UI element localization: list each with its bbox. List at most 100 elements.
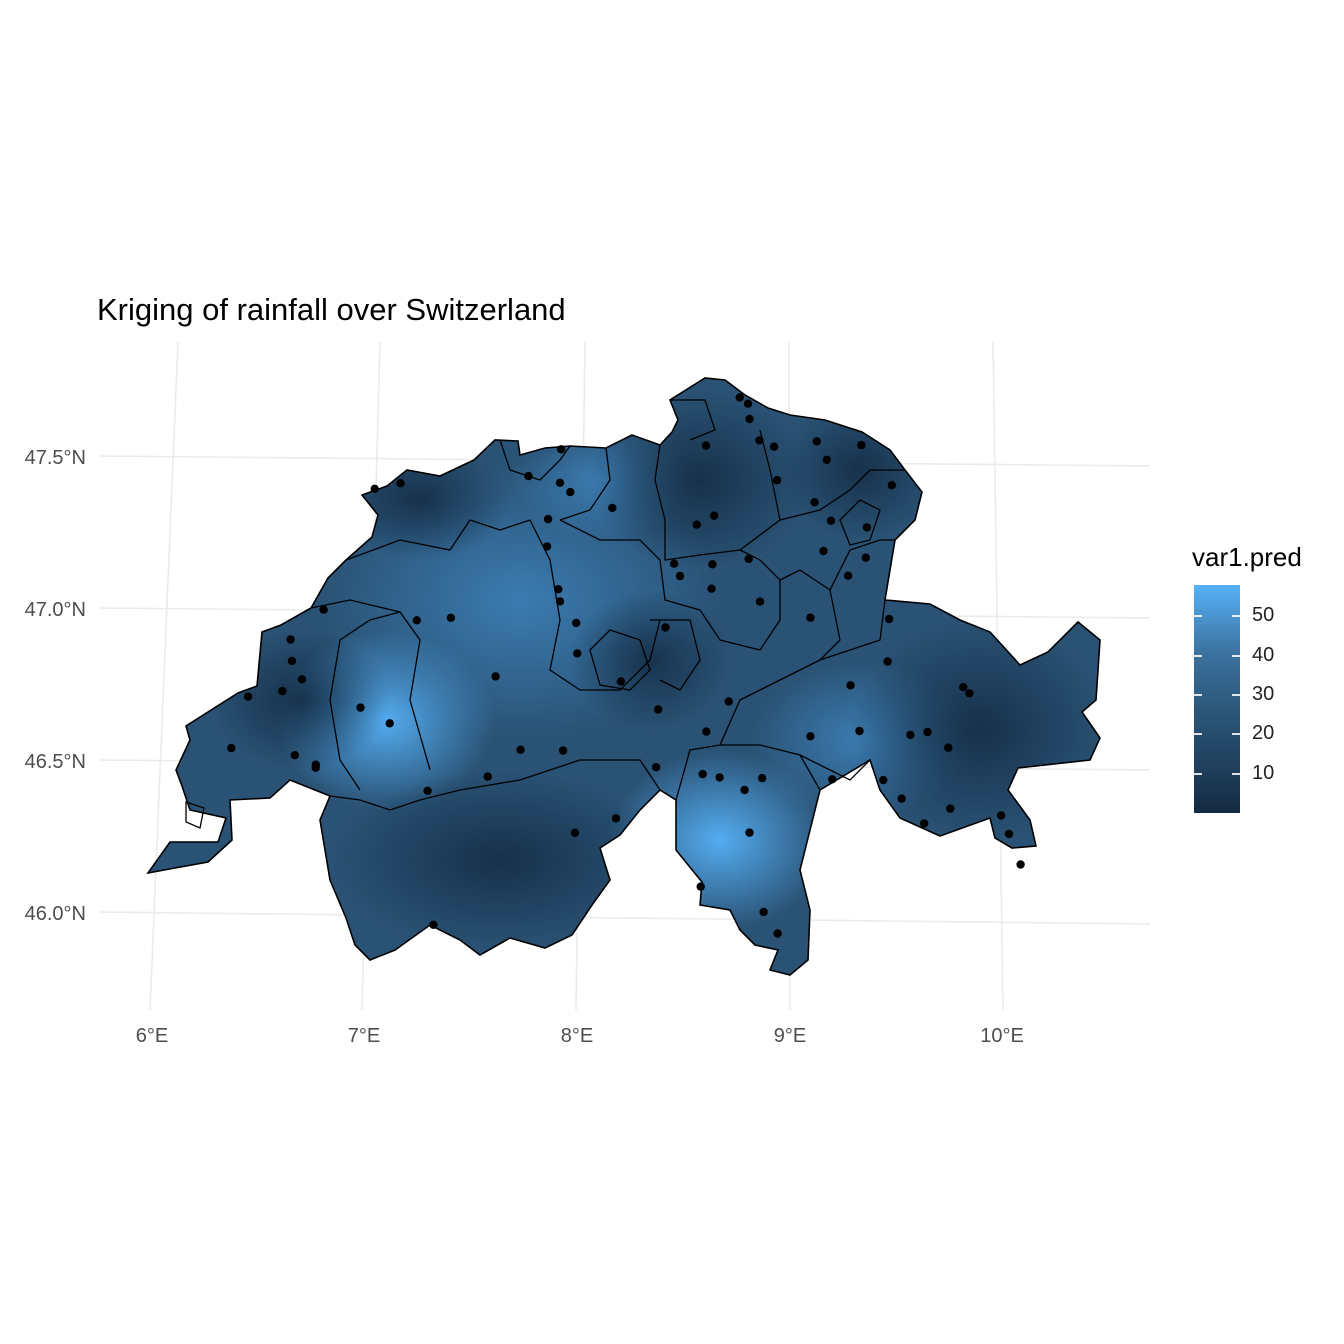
station-point-24 bbox=[542, 542, 552, 551]
station-point-53 bbox=[743, 399, 753, 408]
y-axis-labels: 46.0°N 46.5°N 47.0°N 47.5°N bbox=[25, 447, 86, 925]
station-point-80 bbox=[879, 775, 888, 785]
station-point-25 bbox=[557, 445, 566, 454]
station-point-58 bbox=[745, 828, 754, 837]
station-point-79 bbox=[887, 481, 896, 490]
station-point-14 bbox=[385, 719, 394, 728]
border-jura-bern bbox=[345, 519, 501, 561]
switzerland-outline bbox=[146, 377, 1101, 976]
station-point-10 bbox=[319, 605, 328, 614]
station-point-68 bbox=[806, 613, 815, 622]
station-point-70 bbox=[826, 516, 836, 525]
station-point-89 bbox=[959, 682, 968, 692]
station-point-19 bbox=[483, 772, 492, 781]
station-point-86 bbox=[923, 727, 932, 737]
border-grisons-north bbox=[719, 599, 886, 746]
station-point-57 bbox=[755, 436, 764, 445]
station-point-45 bbox=[708, 560, 717, 569]
station-point-6 bbox=[290, 751, 300, 760]
border-schwyz bbox=[699, 549, 781, 651]
station-point-64 bbox=[773, 929, 782, 938]
station-point-15 bbox=[412, 616, 421, 625]
station-point-92 bbox=[1004, 829, 1014, 839]
station-point-36 bbox=[616, 677, 626, 686]
station-point-33 bbox=[570, 828, 580, 837]
station-point-3 bbox=[278, 686, 287, 696]
station-point-5 bbox=[287, 656, 297, 666]
x-tick-10E: 10°E bbox=[980, 1025, 1024, 1047]
station-point-47 bbox=[707, 584, 716, 593]
station-point-69 bbox=[822, 455, 831, 464]
station-point-42 bbox=[692, 520, 701, 529]
legend-tick-label-20: 20 bbox=[1252, 722, 1275, 745]
legend-tick-label-10: 10 bbox=[1252, 761, 1275, 784]
station-point-46 bbox=[702, 727, 711, 736]
station-point-31 bbox=[572, 618, 581, 628]
surface-low-engadin bbox=[850, 620, 1100, 840]
canton-borders bbox=[146, 377, 1101, 976]
border-ticino bbox=[675, 744, 821, 801]
station-point-32 bbox=[573, 649, 582, 658]
station-point-84 bbox=[906, 730, 915, 740]
station-point-12 bbox=[370, 484, 379, 493]
station-point-60 bbox=[757, 773, 767, 783]
station-point-91 bbox=[996, 811, 1006, 820]
station-point-28 bbox=[555, 597, 565, 606]
station-point-67 bbox=[806, 732, 815, 741]
station-point-81 bbox=[883, 657, 892, 666]
station-point-11 bbox=[356, 703, 365, 712]
station-point-82 bbox=[884, 614, 894, 624]
station-point-20 bbox=[491, 672, 500, 681]
station-point-30 bbox=[558, 746, 568, 755]
station-point-63 bbox=[772, 476, 782, 485]
surface-low-vaud bbox=[210, 630, 390, 770]
station-point-2 bbox=[243, 692, 253, 701]
kriging-surface bbox=[148, 378, 1100, 975]
station-point-50 bbox=[715, 773, 724, 782]
station-point-62 bbox=[769, 442, 779, 451]
station-point-78 bbox=[861, 553, 870, 562]
station-point-55 bbox=[744, 554, 753, 564]
x-axis-labels: 6°E 7°E 8°E 9°E 10°E bbox=[136, 1025, 1024, 1047]
border-zurich bbox=[654, 429, 781, 561]
border-geneva-enclave bbox=[185, 801, 205, 829]
station-point-37 bbox=[651, 763, 661, 772]
station-point-49 bbox=[696, 882, 705, 891]
station-point-66 bbox=[812, 437, 821, 446]
station-point-87 bbox=[944, 743, 953, 752]
y-tick-46.0N: 46.0°N bbox=[25, 903, 86, 925]
station-point-74 bbox=[846, 681, 855, 690]
station-point-93 bbox=[1016, 860, 1025, 869]
station-point-77 bbox=[855, 726, 864, 736]
legend-colorbar bbox=[1194, 585, 1240, 813]
border-lucerne bbox=[559, 519, 701, 611]
border-schaffhausen bbox=[670, 399, 716, 441]
station-point-59 bbox=[755, 597, 765, 606]
station-point-16 bbox=[423, 786, 432, 795]
station-point-1 bbox=[227, 743, 236, 753]
station-point-52 bbox=[724, 697, 733, 706]
gridline-lat-46.0 bbox=[99, 911, 1151, 925]
station-point-90 bbox=[965, 689, 974, 698]
station-point-65 bbox=[810, 498, 819, 507]
y-tick-47.0N: 47.0°N bbox=[25, 599, 86, 621]
legend-tick-label-50: 50 bbox=[1252, 604, 1275, 627]
border-thurgau bbox=[779, 469, 905, 521]
gridline-lon-6 bbox=[149, 341, 179, 1011]
station-point-29 bbox=[566, 487, 575, 497]
border-stgallen bbox=[829, 539, 895, 591]
station-point-71 bbox=[819, 546, 828, 556]
station-points bbox=[227, 393, 1025, 938]
station-point-34 bbox=[608, 503, 617, 513]
station-point-23 bbox=[543, 514, 553, 524]
station-point-85 bbox=[920, 819, 929, 828]
x-tick-9E: 9°E bbox=[774, 1025, 806, 1047]
station-point-35 bbox=[611, 814, 621, 823]
station-point-27 bbox=[554, 585, 563, 594]
x-tick-6E: 6°E bbox=[136, 1025, 168, 1047]
legend-tick-label-40: 40 bbox=[1252, 643, 1275, 666]
station-point-75 bbox=[857, 440, 866, 450]
border-neuchatel bbox=[310, 599, 401, 613]
station-point-4 bbox=[286, 635, 295, 644]
